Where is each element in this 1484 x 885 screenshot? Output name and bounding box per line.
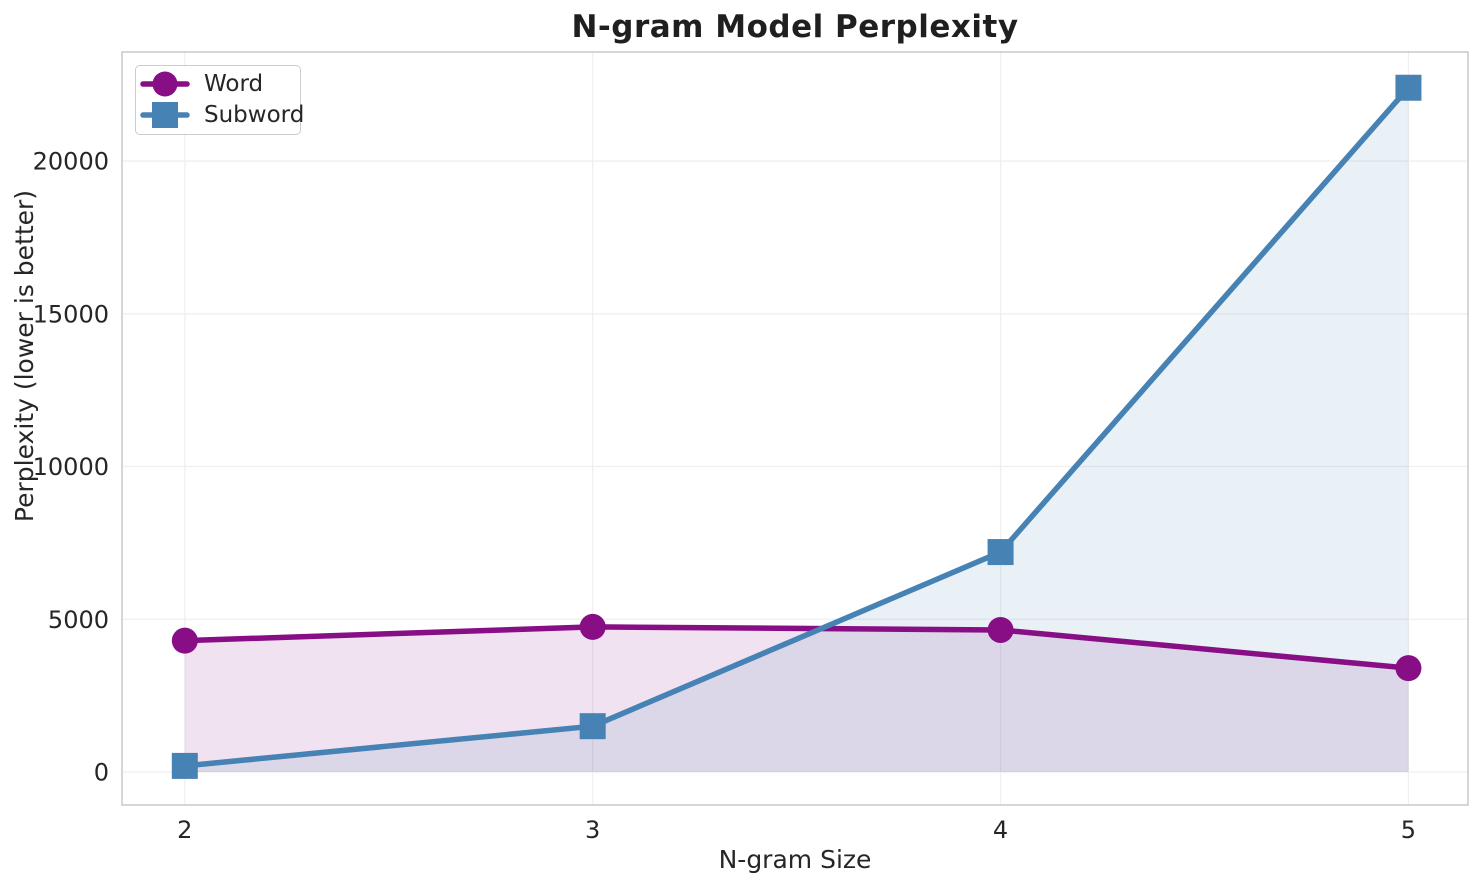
subword-point	[987, 539, 1014, 566]
y-tick-label: 0	[94, 759, 109, 787]
x-tick-label: 5	[1401, 816, 1416, 844]
word-point	[171, 627, 198, 654]
subword-area-fill	[184, 87, 1409, 773]
legend: Word Subword	[135, 65, 304, 135]
chart-title: N-gram Model Perplexity	[571, 9, 1019, 45]
subword-square-marker-icon	[140, 101, 190, 128]
y-tick-label: 15000	[33, 300, 109, 328]
word-point	[1395, 655, 1422, 682]
word-line	[182, 624, 1412, 671]
subword-point	[1395, 74, 1422, 101]
subword-line	[182, 84, 1412, 769]
y-tick-label: 5000	[48, 606, 109, 634]
word-point	[579, 613, 606, 640]
y-tick-label: 10000	[33, 453, 109, 481]
word-point	[987, 616, 1014, 643]
x-axis-label: N-gram Size	[718, 845, 872, 874]
x-tick-label: 2	[177, 816, 192, 844]
plot-border	[121, 51, 1469, 806]
legend-entry-subword: Subword	[140, 99, 304, 130]
legend-label-word: Word	[204, 70, 264, 97]
x-tick-label: 3	[585, 816, 600, 844]
legend-label-subword: Subword	[204, 101, 305, 128]
x-tick-label: 4	[993, 816, 1008, 844]
subword-point	[171, 752, 198, 779]
word-circle-marker-icon	[140, 71, 190, 96]
y-tick-label: 20000	[33, 148, 109, 176]
subword-point	[579, 713, 606, 740]
legend-entry-word: Word	[140, 68, 294, 99]
y-axis-label: Perplexity (lower is better)	[10, 189, 39, 523]
